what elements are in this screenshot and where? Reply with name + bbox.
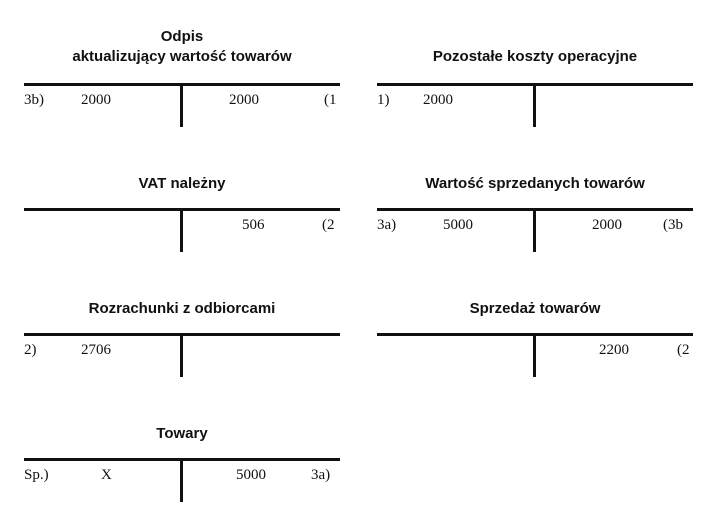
credit-ref: (1: [324, 92, 337, 108]
credit-value: 2000: [592, 217, 622, 233]
t-account-vertical-line: [533, 85, 536, 127]
t-account-vertical-line: [180, 210, 183, 252]
t-account-vertical-line: [533, 210, 536, 252]
account-pozostale-koszty-operacyjne: Pozostałe koszty operacyjne 1) 2000: [377, 28, 693, 138]
account-rozrachunki-z-odbiorcami: Rozrachunki z odbiorcami 2) 2706: [24, 280, 340, 390]
account-title: Sprzedaż towarów: [469, 300, 601, 317]
account-odpis-aktualizujacy: Odpis aktualizujący wartość towarów 3b) …: [24, 28, 340, 138]
t-account-horizontal-line: [24, 83, 340, 86]
debit-ref: 3b): [24, 92, 44, 108]
credit-value: 506: [242, 217, 265, 233]
account-title: Pozostałe koszty operacyjne: [432, 48, 638, 65]
debit-ref: 1): [377, 92, 390, 108]
account-towary: Towary Sp.) X 5000 3a): [24, 405, 340, 515]
debit-ref: 3a): [377, 217, 397, 233]
t-account-horizontal-line: [377, 208, 693, 211]
t-account-vertical-line: [180, 460, 183, 502]
credit-ref: (2: [322, 217, 335, 233]
account-title: Wartość sprzedanych towarów: [425, 175, 645, 192]
account-title: VAT należny: [138, 175, 226, 192]
account-sprzedaz-towarow: Sprzedaż towarów 2200 (2: [377, 280, 693, 390]
t-account-vertical-line: [180, 85, 183, 127]
account-title: Rozrachunki z odbiorcami: [88, 300, 276, 317]
account-wartosc-sprzedanych-towarow: Wartość sprzedanych towarów 3a) 5000 200…: [377, 155, 693, 265]
t-account-horizontal-line: [24, 333, 340, 336]
account-title: Towary: [156, 425, 208, 442]
credit-ref: 3a): [311, 467, 331, 483]
t-account-horizontal-line: [24, 458, 340, 461]
account-title-line-1: Odpis: [160, 28, 204, 45]
t-account-horizontal-line: [377, 333, 693, 336]
debit-value: X: [101, 467, 112, 483]
t-account-horizontal-line: [377, 83, 693, 86]
debit-value: 5000: [443, 217, 473, 233]
account-vat-nalezny: VAT należny 506 (2: [24, 155, 340, 265]
debit-value: 2000: [423, 92, 453, 108]
credit-ref: (3b: [663, 217, 683, 233]
credit-ref: (2: [677, 342, 690, 358]
t-account-vertical-line: [533, 335, 536, 377]
debit-value: 2706: [81, 342, 111, 358]
t-account-vertical-line: [180, 335, 183, 377]
credit-value: 2000: [229, 92, 259, 108]
debit-value: 2000: [81, 92, 111, 108]
t-account-horizontal-line: [24, 208, 340, 211]
credit-value: 5000: [236, 467, 266, 483]
debit-ref: Sp.): [24, 467, 49, 483]
credit-value: 2200: [599, 342, 629, 358]
account-title-line-2: aktualizujący wartość towarów: [72, 48, 292, 65]
debit-ref: 2): [24, 342, 37, 358]
